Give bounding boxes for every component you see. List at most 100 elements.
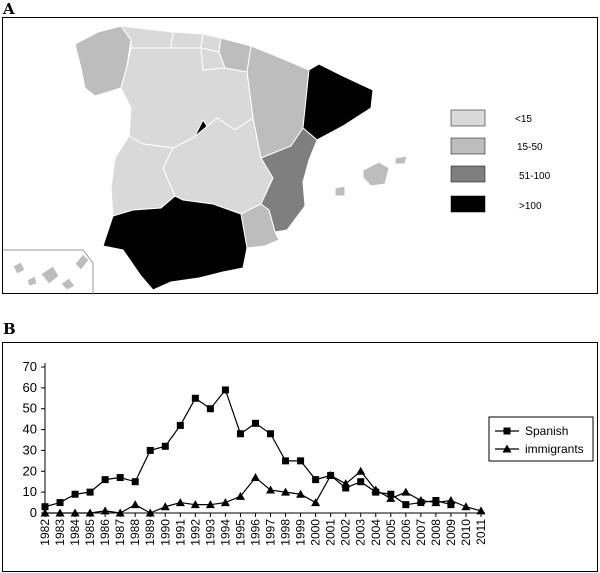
map-panel: <15 15-50 51-100 >100 [2, 17, 598, 295]
panel-b-label: B [3, 320, 16, 338]
region-canary-5 [74, 253, 90, 271]
data-point-immigrants [70, 508, 80, 517]
legend-label-immigrants: immigrants [525, 442, 584, 456]
x-tick-label: 1983 [53, 519, 67, 546]
x-tick-label: 2008 [429, 519, 443, 546]
x-tick-label: 1986 [98, 519, 112, 546]
data-point-immigrants [250, 473, 260, 482]
x-tick-label: 2004 [369, 519, 383, 546]
x-tick-label: 1999 [294, 519, 308, 546]
data-point-immigrants [266, 485, 276, 494]
region-valencia [260, 127, 318, 233]
data-point-Spanish [342, 484, 350, 492]
legend-label-Spanish: Spanish [525, 424, 568, 438]
data-point-immigrants [85, 508, 95, 517]
y-tick-label: 30 [23, 442, 37, 457]
x-tick-label: 1993 [203, 519, 217, 546]
data-point-immigrants [205, 500, 215, 509]
x-tick-label: 2001 [324, 519, 338, 546]
legend-swatch-51-100 [450, 165, 486, 183]
canary-inset-frame [3, 249, 94, 295]
map-legend: <15 15-50 51-100 >100 [450, 109, 551, 213]
region-cantabria [170, 31, 204, 49]
data-point-immigrants [100, 506, 110, 515]
x-tick-label: 1990 [158, 519, 172, 546]
x-tick-label: 2006 [399, 519, 413, 546]
data-point-Spanish [146, 446, 154, 454]
series-group [40, 386, 486, 517]
data-point-Spanish [312, 476, 320, 484]
region-canary-2 [26, 275, 38, 287]
spain-map: <15 15-50 51-100 >100 [3, 25, 551, 295]
x-tick-label: 2010 [459, 519, 473, 546]
legend-label-15-50: 15-50 [517, 142, 543, 153]
data-point-Spanish [41, 503, 49, 511]
x-tick-label: 1984 [68, 519, 82, 546]
x-tick-label: 1987 [113, 519, 127, 546]
data-point-immigrants [431, 498, 441, 507]
data-point-Spanish [221, 386, 229, 394]
panel-a-label: A [3, 0, 15, 18]
data-point-immigrants [40, 508, 50, 517]
data-point-immigrants [326, 470, 336, 479]
line-chart: 0 10 20 30 40 50 60 70 1982 1983 1984 1985 1986 1987… [23, 359, 594, 546]
region-canary-1 [12, 261, 26, 275]
data-point-immigrants [371, 485, 381, 494]
x-tick-label: 1996 [248, 519, 262, 546]
data-point-immigrants [145, 508, 155, 517]
region-balearic-menorca [394, 155, 408, 165]
x-tick-label: 2002 [339, 519, 353, 546]
data-point-immigrants [446, 495, 456, 504]
data-point-Spanish [267, 430, 275, 438]
x-tick-label: 1991 [173, 519, 187, 546]
data-point-Spanish [101, 476, 109, 484]
data-point-immigrants [356, 466, 366, 475]
data-point-immigrants [311, 498, 321, 507]
data-point-Spanish [71, 490, 79, 498]
x-tick-label: 2003 [354, 519, 368, 546]
x-tick-label: 1985 [83, 519, 97, 546]
x-tick-label: 1989 [143, 519, 157, 546]
series-line-immigrants [45, 470, 482, 514]
data-point-Spanish [191, 394, 199, 402]
legend-label-51-100: 51-100 [519, 171, 551, 182]
legend-label-gt100: >100 [519, 201, 542, 212]
data-point-immigrants [235, 491, 245, 500]
legend-swatch-15-50 [450, 137, 486, 155]
legend-marker-immigrants [502, 444, 512, 453]
legend-swatch-gt100 [450, 195, 486, 213]
y-tick-label: 40 [23, 422, 37, 437]
legend-label-lt15: <15 [515, 114, 532, 125]
data-point-Spanish [402, 501, 410, 509]
data-point-Spanish [236, 430, 244, 438]
region-canary-4 [60, 277, 76, 291]
data-point-Spanish [131, 478, 139, 486]
region-canary-3 [40, 265, 60, 285]
x-tick-label: 1988 [128, 519, 142, 546]
data-point-immigrants [461, 502, 471, 511]
data-point-immigrants [160, 502, 170, 511]
data-point-immigrants [115, 508, 125, 517]
x-tick-label: 2005 [384, 519, 398, 546]
data-point-Spanish [56, 499, 64, 507]
x-tick-label: 1995 [233, 519, 247, 546]
y-tick-label: 10 [23, 484, 37, 499]
region-andalusia [102, 195, 248, 291]
x-tick-label: 2011 [474, 519, 488, 545]
region-balearic-mallorca [362, 161, 390, 187]
data-point-immigrants [416, 495, 426, 504]
data-point-immigrants [296, 489, 306, 498]
x-tick-label: 1994 [218, 519, 232, 546]
y-tick-label: 0 [30, 505, 37, 520]
x-tick-label: 1992 [188, 519, 202, 546]
data-point-immigrants [175, 498, 185, 507]
chart-legend-box [488, 416, 594, 462]
data-point-Spanish [447, 501, 455, 509]
y-tick-label: 50 [23, 401, 37, 416]
data-point-immigrants [190, 500, 200, 509]
data-point-Spanish [357, 478, 365, 486]
y-tick-label: 20 [23, 463, 37, 478]
chart-panel: 0 10 20 30 40 50 60 70 1982 1983 1984 1985 1986 1987… [2, 342, 598, 572]
data-point-Spanish [251, 419, 259, 427]
series-line-Spanish [44, 388, 452, 508]
